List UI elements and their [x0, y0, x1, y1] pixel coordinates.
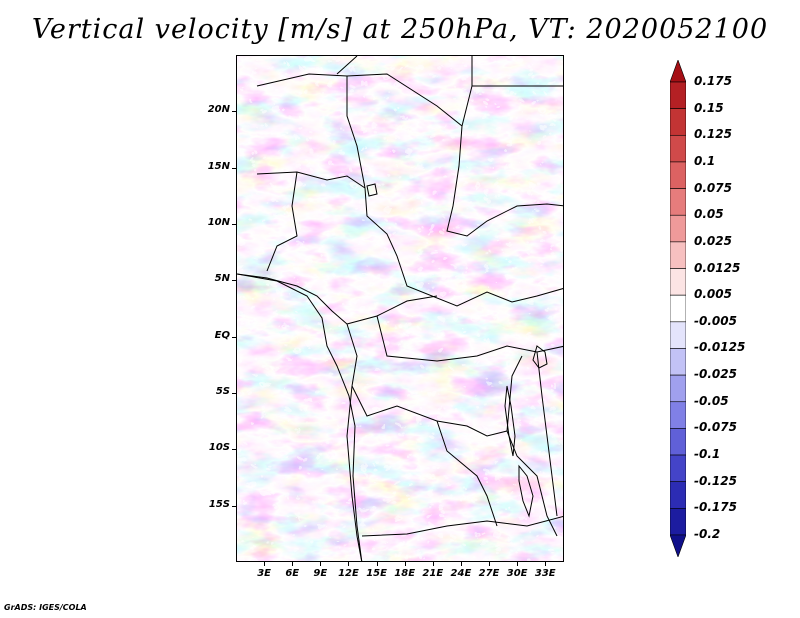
lon-tick-label: 27E: [478, 568, 500, 579]
colorbar-label: 0.025: [694, 233, 732, 248]
lat-tick-mark: [232, 280, 236, 281]
lon-tick-mark: [320, 562, 321, 566]
lat-tick-mark: [232, 337, 236, 338]
colorbar-swatch: [670, 428, 686, 456]
colorbar-swatch: [670, 268, 686, 296]
lon-tick-mark: [489, 562, 490, 566]
colorbar-label: 0.005: [694, 287, 732, 302]
lon-tick-mark: [461, 562, 462, 566]
lat-tick-label: EQ: [214, 329, 230, 341]
colorbar-label: -0.075: [694, 420, 737, 435]
colorbar-label: -0.005: [694, 313, 737, 328]
colorbar-swatch: [670, 214, 686, 243]
colorbar-label: -0.2: [694, 527, 721, 541]
colorbar-label: 0.125: [694, 127, 732, 142]
colorbar-label: 0.175: [694, 74, 732, 88]
lon-tick-label: 6E: [285, 568, 300, 579]
coastline: [237, 273, 363, 561]
lon-tick-mark: [348, 562, 349, 566]
colorbar-swatch: [670, 161, 686, 189]
colorbar-swatch: [670, 81, 686, 109]
colorbar-swatch: [670, 134, 686, 163]
lon-tick-mark: [545, 562, 546, 566]
lon-tick-label: 33E: [534, 568, 556, 579]
lon-tick-mark: [292, 562, 293, 566]
lon-tick-label: 9E: [313, 568, 328, 579]
colorbar-swatch: [670, 108, 686, 136]
colorbar-swatch: [670, 401, 686, 429]
lat-tick-mark: [232, 224, 236, 225]
lat-tick-label: 20N: [207, 104, 230, 116]
colorbar-label: -0.1: [694, 447, 721, 462]
colorbar-swatch: [670, 534, 686, 557]
colorbar-label: -0.0125: [694, 340, 746, 355]
lon-tick-label: 24E: [450, 568, 472, 579]
colorbar-label: -0.175: [694, 500, 737, 515]
lat-tick-mark: [232, 393, 236, 394]
lon-tick-label: 15E: [366, 568, 387, 579]
colorbar-label: 0.05: [694, 207, 724, 222]
lat-tick-label: 10N: [207, 217, 230, 228]
country-borders: [237, 56, 563, 561]
lon-tick-label: 21E: [422, 568, 444, 579]
colorbar-swatch: [670, 241, 686, 269]
lon-tick-mark: [405, 562, 406, 566]
lakes: [366, 183, 548, 518]
colorbar-swatch: [670, 454, 686, 483]
lon-tick-mark: [264, 562, 265, 566]
lon-tick-mark: [517, 562, 518, 566]
lon-tick-label: 18E: [394, 568, 416, 579]
map-field: [237, 56, 563, 561]
lat-tick-label: 15S: [208, 498, 230, 510]
lat-tick-mark: [232, 506, 236, 507]
colorbar-label: -0.125: [694, 473, 737, 488]
colorbar-label: 0.1: [694, 153, 716, 168]
colorbar-label: 0.0125: [694, 260, 741, 275]
lon-tick-label: 3E: [257, 568, 271, 579]
lat-tick-mark: [232, 449, 236, 450]
lon-tick-mark: [433, 562, 434, 566]
lat-tick-label: 5S: [215, 386, 230, 397]
colorbar-label: -0.05: [694, 393, 729, 408]
lat-tick-mark: [232, 168, 236, 169]
colorbar-label: 0.15: [694, 100, 724, 115]
colorbar-swatch: [670, 481, 686, 509]
colorbar-swatch: [670, 348, 686, 376]
lat-tick-mark: [232, 111, 236, 112]
lat-tick-label: 15N: [207, 160, 230, 172]
lon-tick-label: 12E: [338, 568, 359, 579]
chart-title: Vertical velocity [m/s] at 250hPa, VT: 2…: [31, 14, 769, 45]
colorbar-swatch: [670, 294, 686, 323]
velocity-contour-detail: [237, 56, 563, 561]
map-panel: [236, 55, 564, 562]
lat-tick-label: 10S: [208, 442, 230, 454]
lat-tick-label: 5N: [214, 273, 230, 285]
colorbar-label: 0.075: [694, 180, 732, 195]
lon-tick-mark: [377, 562, 378, 566]
colorbar-swatch: [670, 188, 686, 216]
colorbar: [670, 60, 686, 557]
colorbar-label: -0.025: [694, 367, 737, 382]
colorbar-swatch: [670, 374, 686, 403]
lon-tick-label: 30E: [506, 568, 528, 579]
grads-credit: GrADS: IGES/COLA: [4, 603, 87, 612]
colorbar-swatch: [670, 60, 686, 83]
colorbar-swatch: [670, 508, 686, 536]
colorbar-swatch: [670, 321, 686, 349]
